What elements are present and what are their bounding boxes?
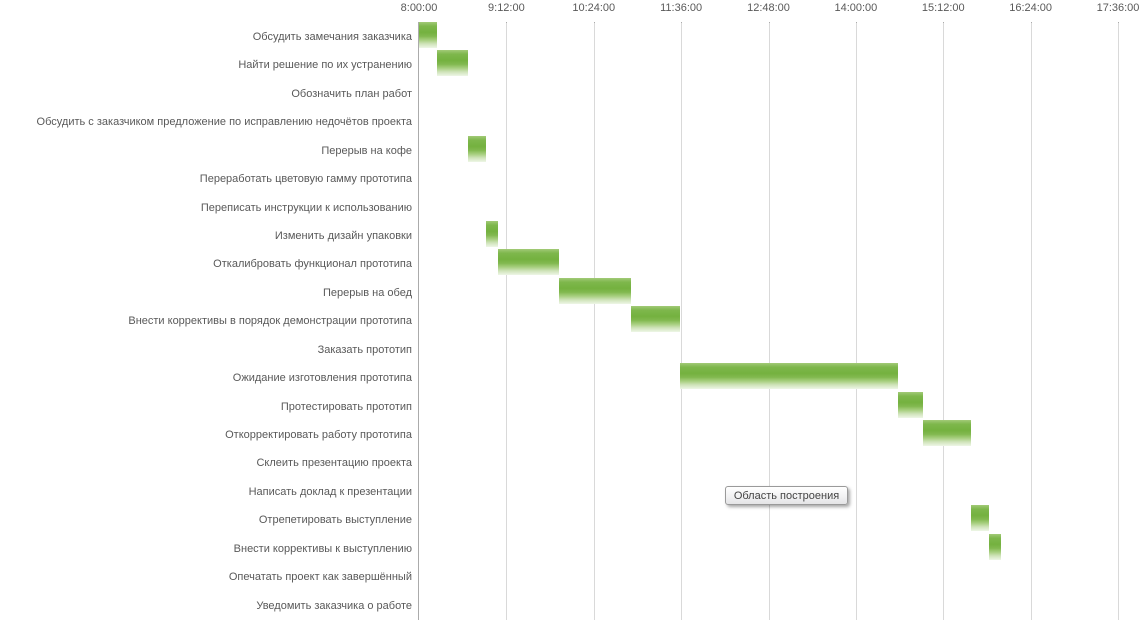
tooltip-text: Область построения bbox=[733, 489, 840, 502]
axis-tick-label[interactable]: 11:36:00 bbox=[660, 2, 703, 14]
axis-tick-label[interactable]: 16:24:00 bbox=[1009, 2, 1053, 14]
task-label[interactable]: Перерыв на обед bbox=[322, 286, 412, 299]
task-label[interactable]: Переписать инструкции к использованию bbox=[200, 201, 412, 214]
gantt-bar[interactable] bbox=[558, 277, 632, 304]
task-label[interactable]: Откорректировать работу прототипа bbox=[225, 429, 412, 442]
axis-tick-label[interactable]: 15:12:00 bbox=[921, 2, 965, 14]
axis-tick-label[interactable]: 9:12:00 bbox=[488, 2, 525, 14]
gantt-bar[interactable] bbox=[631, 306, 680, 333]
axis-tick-label[interactable]: 8:00:00 bbox=[400, 2, 438, 14]
gantt-bar[interactable] bbox=[437, 50, 468, 77]
task-label[interactable]: Заказать прототип bbox=[317, 343, 412, 356]
task-label[interactable]: Ожидание изготовления прототипа bbox=[232, 372, 412, 385]
task-label[interactable]: Откалибровать функционал прототипа bbox=[213, 258, 412, 271]
task-label[interactable]: Отрепетировать выступление bbox=[258, 514, 412, 527]
task-label[interactable]: Обсудить замечания заказчика bbox=[252, 31, 412, 43]
gantt-bar[interactable] bbox=[497, 249, 559, 276]
gantt-bar[interactable] bbox=[679, 363, 899, 390]
task-label[interactable]: Внести коррективы в порядок демонстрации… bbox=[128, 315, 412, 328]
vertical-gridline bbox=[1030, 23, 1032, 620]
task-label[interactable]: Протестировать прототип bbox=[280, 400, 412, 413]
vertical-gridline bbox=[855, 23, 857, 620]
axis-tick-label[interactable]: 17:36:00 bbox=[1096, 2, 1140, 14]
gantt-bar[interactable] bbox=[485, 221, 498, 247]
gantt-bar[interactable] bbox=[898, 391, 923, 418]
gantt-bar[interactable] bbox=[922, 420, 972, 447]
vertical-gridline bbox=[593, 23, 595, 620]
task-label[interactable]: Перерыв на кофе bbox=[321, 144, 412, 157]
task-label[interactable]: Склеить презентацию проекта bbox=[256, 457, 412, 470]
task-label[interactable]: Найти решение по их устранению bbox=[238, 59, 412, 72]
task-label[interactable]: Обозначить план работ bbox=[291, 87, 412, 100]
task-label[interactable]: Переработать цветовую гамму прототипа bbox=[199, 173, 412, 186]
task-label[interactable]: Уведомить заказчика о работе bbox=[256, 599, 412, 612]
vertical-gridline bbox=[506, 23, 508, 620]
task-label[interactable]: Опечатать проект как завершённый bbox=[228, 571, 412, 584]
task-label[interactable]: Обсудить с заказчиком предложение по исп… bbox=[36, 116, 412, 129]
vertical-gridline bbox=[943, 23, 945, 620]
plot-area-tooltip: Область построения bbox=[725, 486, 848, 505]
gantt-bar[interactable] bbox=[467, 135, 486, 162]
vertical-gridline bbox=[1118, 23, 1119, 620]
gantt-bar[interactable] bbox=[971, 505, 990, 532]
gantt-bar[interactable] bbox=[989, 533, 1002, 560]
vertical-gridline bbox=[768, 23, 770, 620]
task-label[interactable]: Написать доклад к презентации bbox=[248, 485, 412, 498]
axis-tick-label[interactable]: 12:48:00 bbox=[747, 2, 790, 14]
task-label[interactable]: Внести коррективы к выступлению bbox=[233, 542, 412, 555]
gantt-bar[interactable] bbox=[419, 22, 438, 48]
task-label[interactable]: Изменить дизайн упаковки bbox=[274, 230, 412, 242]
axis-tick-label[interactable]: 10:24:00 bbox=[572, 2, 616, 14]
value-axis-line bbox=[418, 22, 419, 620]
axis-tick-label[interactable]: 14:00:00 bbox=[834, 2, 878, 14]
vertical-gridline bbox=[681, 23, 683, 620]
